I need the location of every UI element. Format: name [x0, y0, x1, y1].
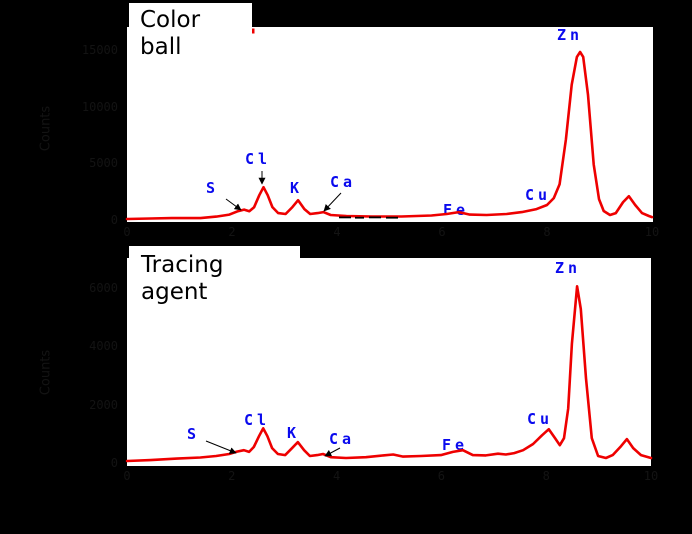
plot-title-line: Tracing: [141, 252, 224, 278]
y-axis-tick-label: 5000: [89, 156, 118, 171]
x-axis-tick-label: 8: [542, 469, 550, 483]
plot-title-line: ball: [140, 34, 182, 60]
element-peak-label-ca: Ca: [330, 173, 357, 191]
element-peak-label-cl: Cl: [245, 150, 272, 168]
plot-title-line: Color: [140, 7, 201, 33]
x-axis-tick-label: 10: [644, 225, 660, 239]
x-axis-tick-label: 2: [228, 469, 236, 483]
element-peak-label-s: S: [206, 179, 220, 197]
element-peak-label-zn: Zn: [555, 259, 582, 277]
element-peak-label-zn: Zn: [557, 26, 584, 44]
plot-title-tracing-agent: Tracing agent: [129, 246, 300, 316]
element-peak-label-cu: Cu: [527, 410, 554, 428]
y-axis-tick-label: 0: [110, 213, 118, 227]
y-axis-tick-label: 4000: [89, 339, 118, 354]
x-axis-tick-label: 6: [437, 469, 445, 483]
plot-title-color-ball: Color ball: [129, 3, 252, 60]
element-peak-label-s: S: [187, 425, 201, 443]
x-axis-tick-label: 8: [543, 225, 551, 239]
y-axis-title: Counts: [38, 105, 54, 152]
y-axis-tick-label: 6000: [89, 281, 118, 295]
element-peak-label-k: K: [287, 424, 301, 442]
y-axis-tick-label: 10000: [81, 99, 118, 114]
x-axis-tick-label: 0: [123, 225, 131, 239]
x-axis-tick-label: 10: [643, 469, 659, 483]
y-axis-tick-label: 0: [110, 456, 118, 470]
plot-title-line: agent: [141, 279, 208, 305]
y-axis-tick-label: 2000: [89, 397, 118, 412]
y-axis-title: Counts: [38, 349, 54, 396]
x-axis-tick-label: 2: [228, 225, 236, 239]
element-peak-label-fe: Fe: [443, 201, 470, 219]
element-peak-label-k: K: [290, 179, 304, 197]
y-axis-tick-label: 15000: [81, 42, 118, 57]
x-axis-tick-label: 4: [332, 469, 341, 483]
element-peak-label-cl: Cl: [244, 411, 271, 429]
x-axis-tick-label: 4: [333, 225, 341, 239]
element-peak-label-fe: Fe: [442, 436, 469, 454]
x-axis-tick-label: 6: [438, 225, 446, 239]
x-axis-tick-label: 0: [123, 469, 131, 483]
element-peak-label-cu: Cu: [525, 186, 552, 204]
element-peak-label-ca: Ca: [329, 430, 356, 448]
